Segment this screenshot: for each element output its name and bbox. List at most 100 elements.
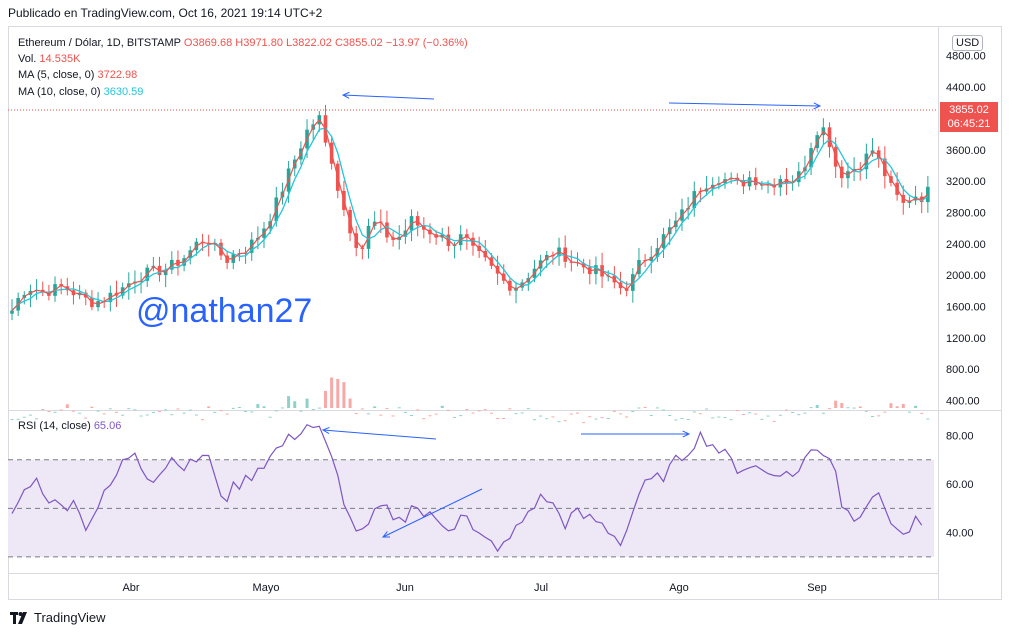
price-axis-divider [938, 26, 939, 600]
volume-bar [323, 390, 327, 408]
volume-bar [858, 406, 862, 408]
rsi-tick-label: 40.00 [946, 528, 974, 540]
volume-bar [514, 413, 518, 415]
price-tick-label: 400.00 [946, 396, 980, 408]
volume-bar [330, 377, 334, 408]
volume-bar [711, 417, 715, 419]
volume-bar [834, 400, 838, 408]
volume-bar [662, 409, 666, 411]
volume-value: 14.535K [39, 53, 81, 65]
rsi-legend[interactable]: RSI (14, close) 65.06 [18, 420, 121, 432]
volume-bar [717, 416, 721, 418]
rsi-trend-arrow-2 [382, 488, 483, 538]
volume-bar [582, 422, 586, 424]
volume-bar [612, 410, 616, 412]
ma5-line [11, 118, 929, 312]
volume-bar [784, 409, 788, 411]
volume-bar [151, 411, 155, 413]
volume-bar [348, 398, 352, 408]
volume-bar [631, 410, 635, 412]
rsi-trend-arrow-2-head [381, 531, 391, 538]
volume-bar [35, 418, 39, 420]
volume-bar [176, 408, 180, 410]
volume-bar [625, 416, 629, 418]
last-price: 3855.02 [949, 104, 989, 116]
volume-bar [483, 409, 487, 411]
volume-bar [194, 414, 198, 416]
ma5-legend[interactable]: MA (5, close, 0) 3722.98 [18, 69, 137, 81]
volume-bar [459, 415, 463, 417]
volume-bar [53, 411, 57, 413]
price-tick-label: 2400.00 [946, 239, 986, 251]
volume-bar [219, 410, 223, 412]
volume-bar [164, 409, 168, 411]
volume-bar [741, 414, 745, 416]
ma10-legend[interactable]: MA (10, close, 0) 3630.59 [18, 86, 143, 98]
price-trend-arrow-1-head [813, 102, 822, 110]
price-trend-arrow-0-head [341, 91, 350, 99]
volume-bar [317, 407, 321, 409]
volume-bar [575, 412, 579, 414]
volume-bar [914, 405, 918, 408]
volume-bar [133, 409, 137, 411]
volume-bar [65, 404, 69, 408]
volume-bar [403, 411, 407, 413]
volume-bar [311, 408, 315, 410]
volume-bar [391, 415, 395, 417]
volume-bar [668, 415, 672, 417]
rsi-label: RSI (14, close) [18, 420, 91, 432]
volume-bar [619, 413, 623, 415]
volume-bar [127, 408, 131, 410]
chart-frame [8, 26, 1002, 600]
volume-bar [422, 418, 426, 420]
price-tick-label: 3600.00 [946, 145, 986, 157]
volume-bar [453, 416, 457, 418]
symbol-legend[interactable]: Ethereum / Dólar, 1D, BITSTAMP O3869.68 … [18, 37, 468, 49]
volume-bar [895, 406, 899, 408]
volume-bar [397, 407, 401, 409]
volume-bar [207, 406, 211, 408]
volume-bar [182, 412, 186, 414]
ma10-line [11, 127, 929, 312]
volume-bar [489, 412, 493, 414]
author-watermark: @nathan27 [136, 292, 313, 330]
rsi-value: 65.06 [93, 420, 122, 432]
volume-bar [440, 405, 444, 408]
volume-bar [496, 418, 500, 420]
volume-bar [373, 406, 377, 408]
volume-bar [907, 411, 911, 413]
volume-bar [47, 410, 51, 412]
volume-bar [96, 410, 100, 412]
currency-button[interactable]: USD [952, 35, 984, 51]
volume-bar [145, 414, 149, 416]
rsi-line [11, 423, 923, 553]
volume-bar [471, 412, 475, 414]
volume-bar [686, 419, 690, 421]
symbol-title[interactable]: Ethereum / Dólar, 1D, BITSTAMP [18, 37, 181, 49]
volume-bar [797, 414, 801, 416]
volume-bar [705, 408, 709, 410]
volume-bar [588, 416, 592, 418]
volume-bar [606, 418, 610, 420]
volume-bar [379, 414, 383, 416]
volume-bar [262, 406, 266, 408]
volume-bar [569, 413, 573, 415]
price-tick-label: 4400.00 [946, 82, 986, 94]
volume-bar [477, 410, 481, 412]
price-trend-arrow-1 [668, 102, 821, 107]
volume-bar [446, 409, 450, 411]
volume-bar [871, 416, 875, 418]
volume-bar [594, 418, 598, 420]
price-tick-label: 4800.00 [946, 51, 986, 63]
ohlc-values: O3869.68 H3971.80 L3822.02 C3855.02 −13.… [183, 37, 468, 49]
pane-divider[interactable] [8, 410, 1002, 411]
volume-legend[interactable]: Vol. 14.535K [18, 53, 80, 65]
time-axis-label: Mayo [253, 582, 280, 594]
volume-bar [723, 417, 727, 419]
rsi-trend-arrow-0 [322, 429, 437, 440]
tradingview-brand[interactable]: TradingView [10, 610, 106, 625]
volume-bar [520, 412, 524, 414]
volume-bar [821, 412, 825, 414]
volume-bar [877, 415, 881, 417]
